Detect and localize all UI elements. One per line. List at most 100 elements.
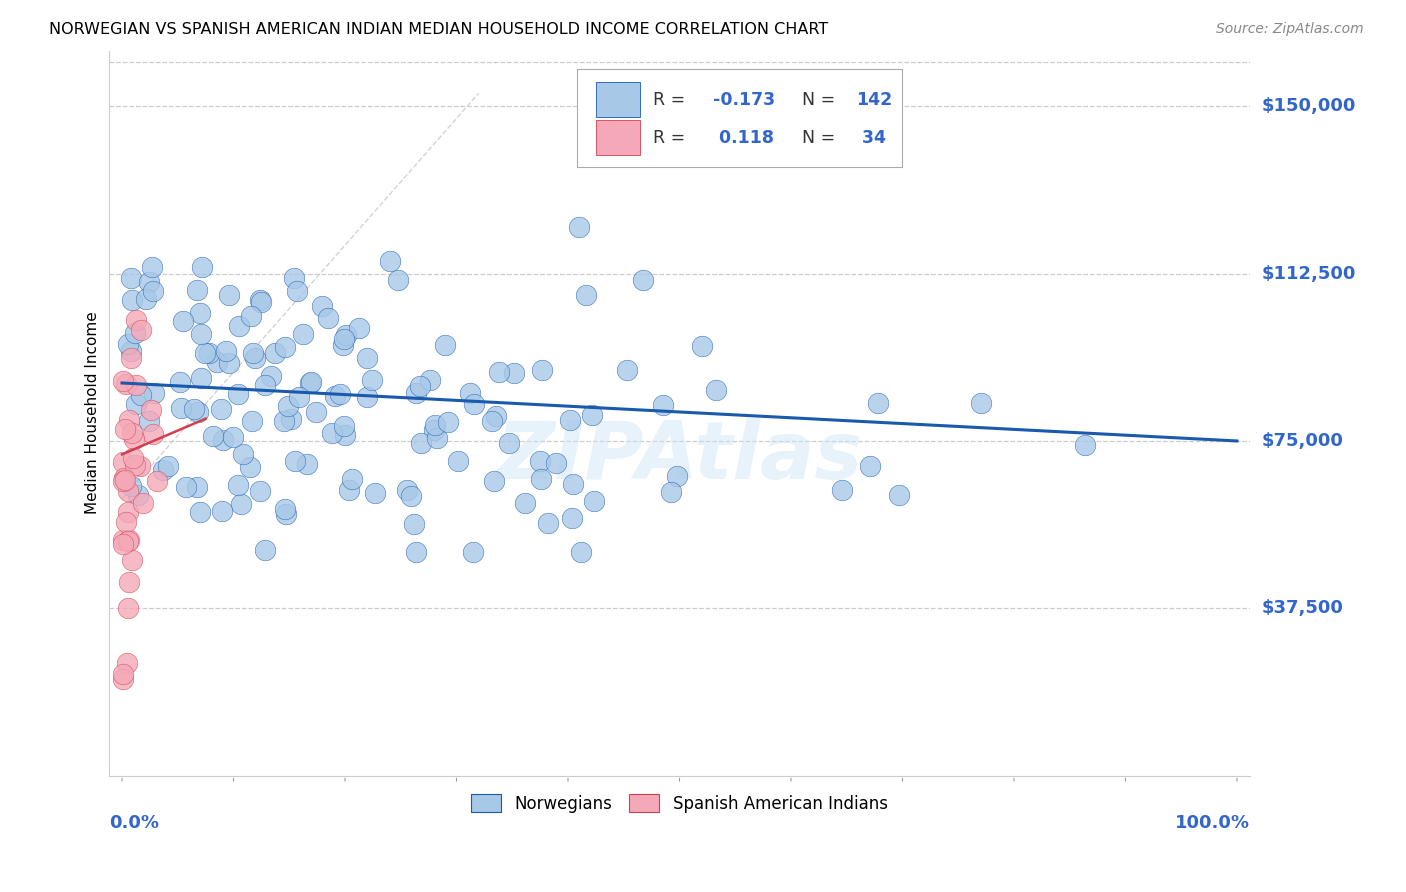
- Point: [115, 515, 138, 529]
- Y-axis label: Median Household Income: Median Household Income: [86, 311, 100, 515]
- Point: [316, 311, 339, 326]
- Point: [127, 488, 149, 502]
- Text: N =: N =: [801, 91, 841, 109]
- Text: ZIPAtlas: ZIPAtlas: [496, 417, 863, 496]
- Point: [583, 494, 606, 508]
- Text: R =: R =: [654, 128, 690, 146]
- Point: [188, 306, 211, 320]
- Text: 0.0%: 0.0%: [108, 814, 159, 832]
- Text: 0.118: 0.118: [713, 128, 773, 146]
- Point: [198, 345, 221, 359]
- Point: [659, 484, 682, 499]
- Point: [249, 483, 271, 498]
- Point: [481, 414, 503, 428]
- Point: [129, 323, 152, 337]
- Point: [364, 486, 387, 500]
- Point: [156, 459, 179, 474]
- Point: [249, 293, 271, 307]
- Point: [139, 402, 162, 417]
- Point: [299, 375, 322, 389]
- Point: [259, 369, 281, 384]
- Point: [396, 483, 419, 497]
- Point: [411, 436, 433, 450]
- Point: [332, 419, 354, 434]
- Point: [503, 366, 526, 380]
- Point: [277, 399, 299, 413]
- Point: [190, 370, 212, 384]
- Point: [485, 409, 508, 424]
- Point: [652, 398, 675, 412]
- Point: [405, 386, 427, 401]
- Point: [530, 472, 553, 486]
- Point: [120, 343, 142, 358]
- Point: [191, 260, 214, 274]
- Point: [135, 292, 157, 306]
- Point: [117, 484, 139, 499]
- Point: [616, 363, 638, 377]
- Point: [117, 601, 139, 615]
- Point: [859, 458, 882, 473]
- Point: [254, 377, 277, 392]
- Point: [831, 483, 853, 497]
- Point: [218, 288, 240, 302]
- Point: [292, 327, 315, 342]
- Text: 34: 34: [856, 128, 886, 146]
- Point: [232, 447, 254, 461]
- Point: [142, 427, 165, 442]
- Point: [323, 389, 346, 403]
- Point: [115, 377, 138, 392]
- Text: $75,000: $75,000: [1261, 432, 1343, 450]
- Point: [633, 273, 655, 287]
- Point: [347, 321, 370, 335]
- Point: [183, 402, 205, 417]
- Point: [125, 396, 148, 410]
- Point: [124, 458, 146, 472]
- Point: [461, 545, 484, 559]
- Point: [121, 553, 143, 567]
- Point: [280, 412, 302, 426]
- Point: [463, 397, 485, 411]
- Point: [581, 408, 603, 422]
- Point: [138, 275, 160, 289]
- Point: [274, 339, 297, 353]
- Point: [250, 295, 273, 310]
- Point: [112, 455, 135, 469]
- Point: [120, 479, 142, 493]
- Point: [513, 496, 536, 510]
- Point: [129, 388, 152, 402]
- Point: [226, 478, 249, 492]
- Text: 142: 142: [856, 91, 893, 109]
- Point: [328, 387, 350, 401]
- Point: [121, 293, 143, 307]
- Point: [335, 327, 357, 342]
- Point: [529, 454, 551, 468]
- Point: [361, 373, 384, 387]
- Point: [558, 413, 581, 427]
- Point: [239, 309, 262, 323]
- Point: [447, 453, 470, 467]
- Point: [298, 376, 321, 390]
- Point: [186, 283, 208, 297]
- Point: [530, 363, 553, 377]
- Text: R =: R =: [654, 91, 690, 109]
- Point: [152, 463, 174, 477]
- Point: [274, 501, 297, 516]
- Text: Source: ZipAtlas.com: Source: ZipAtlas.com: [1216, 22, 1364, 37]
- Point: [423, 423, 446, 437]
- Point: [561, 511, 583, 525]
- Point: [188, 505, 211, 519]
- Point: [145, 474, 167, 488]
- Point: [187, 405, 209, 419]
- Point: [211, 433, 233, 447]
- Point: [124, 326, 146, 340]
- Point: [571, 545, 593, 559]
- Point: [205, 354, 228, 368]
- Point: [243, 351, 266, 365]
- Point: [176, 480, 198, 494]
- Point: [229, 496, 252, 510]
- Point: [114, 473, 136, 487]
- Point: [1073, 438, 1095, 452]
- Point: [209, 401, 232, 416]
- Point: [409, 379, 432, 393]
- Point: [311, 299, 333, 313]
